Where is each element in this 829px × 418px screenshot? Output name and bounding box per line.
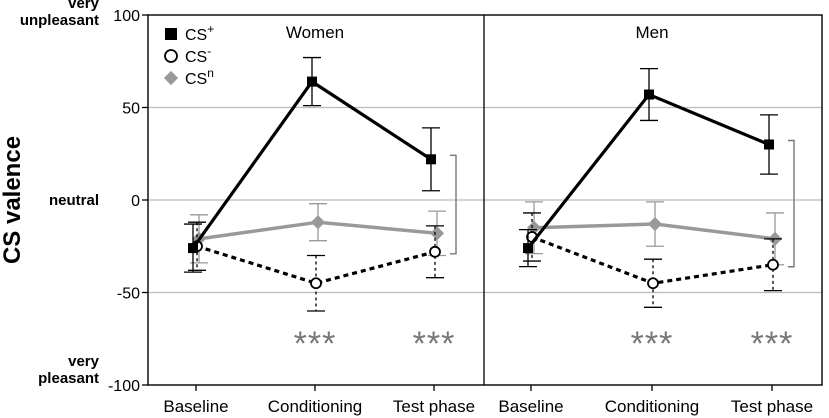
cs-plus-point xyxy=(307,76,317,87)
legend-cs-plus-icon xyxy=(165,28,177,40)
legend-label-sup: n xyxy=(207,66,214,80)
legend-label: CS- xyxy=(185,44,211,66)
cs-plus-point xyxy=(764,139,774,150)
y-tick-label: -100 xyxy=(108,378,140,395)
cs-plus-point xyxy=(188,243,198,254)
legend-cs-n-icon xyxy=(163,70,179,86)
legend-label-base: CS xyxy=(185,49,207,66)
significance-bracket xyxy=(788,139,795,268)
cs-minus-point xyxy=(767,258,779,271)
x-tick-label: Baseline xyxy=(498,397,563,416)
cs-plus-point xyxy=(426,154,436,165)
cs-n-point xyxy=(310,215,326,230)
cs-minus-point xyxy=(429,245,441,258)
panel-men: Men Baseline Conditioning Test phase *** *** xyxy=(498,23,813,416)
legend-label: CS+ xyxy=(185,22,214,44)
significance-stars: *** xyxy=(751,325,794,363)
y-axis-title: CS valence xyxy=(0,136,26,264)
y-anchor-label: very xyxy=(68,353,100,370)
x-tick-label: Conditioning xyxy=(268,397,363,416)
panel-title: Men xyxy=(635,23,668,42)
significance-bracket xyxy=(450,154,457,255)
y-anchor-label: neutral xyxy=(49,192,99,209)
y-tick-label: 100 xyxy=(113,8,140,25)
cs-minus-point xyxy=(310,277,322,290)
legend-label-sup: - xyxy=(207,44,211,58)
cs-minus-point xyxy=(647,277,659,290)
y-tick-label: 50 xyxy=(122,101,140,118)
legend-label-sup: + xyxy=(207,22,214,36)
legend-label-base: CS xyxy=(185,71,207,88)
x-tick-label: Test phase xyxy=(393,397,475,416)
x-tick-label: Test phase xyxy=(731,397,813,416)
cs-n-point xyxy=(429,226,445,241)
y-anchor-label: very xyxy=(68,0,100,12)
cs-plus-point xyxy=(523,243,533,254)
x-tick-label: Baseline xyxy=(163,397,228,416)
x-tick-label: Conditioning xyxy=(605,397,700,416)
cs-n-point xyxy=(526,220,542,235)
legend-label-base: CS xyxy=(185,27,207,44)
y-anchor-label: unpleasant xyxy=(20,12,99,29)
y-tick-label: 0 xyxy=(131,193,140,210)
cs-plus-point xyxy=(644,89,654,100)
panel-title: Women xyxy=(286,23,344,42)
panel-women: Women Baseline Conditioning Test phase *** **… xyxy=(163,23,475,416)
legend-cs-minus-icon xyxy=(164,49,178,63)
legend: CS+CS-CSn xyxy=(163,22,214,88)
cs-n-point xyxy=(647,216,663,232)
legend-label: CSn xyxy=(185,66,214,88)
y-anchor-label: pleasant xyxy=(38,370,99,387)
significance-stars: *** xyxy=(631,325,674,363)
y-tick-label: -50 xyxy=(117,286,140,303)
significance-stars: *** xyxy=(294,325,337,363)
significance-stars: *** xyxy=(413,325,456,363)
